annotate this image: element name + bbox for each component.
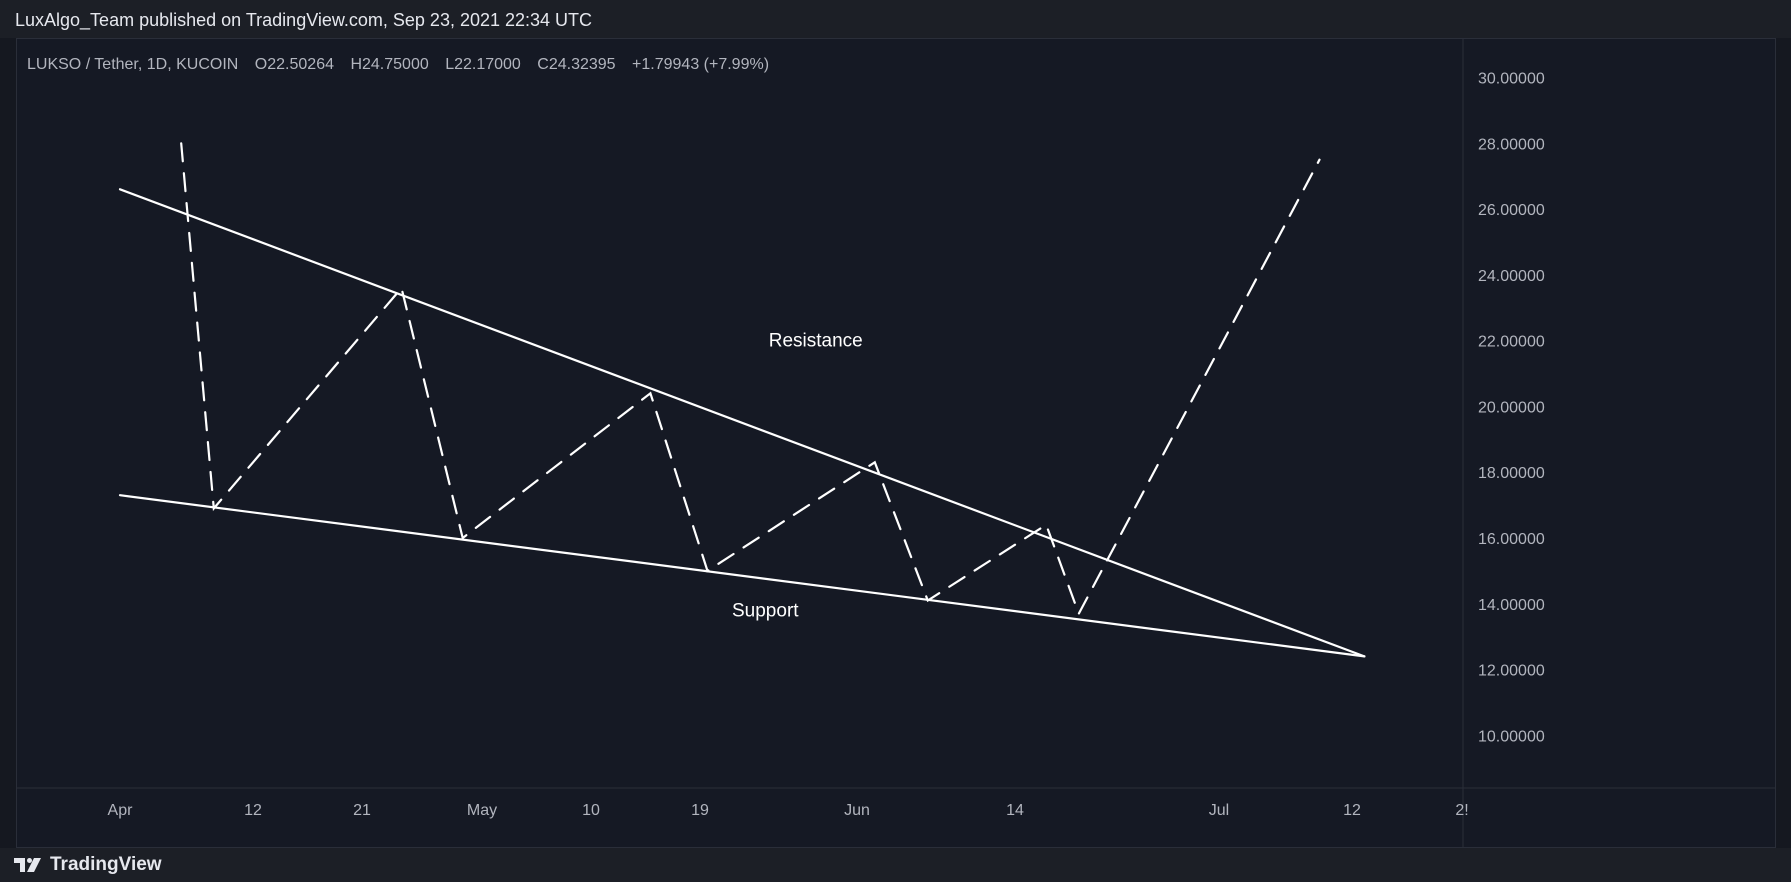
symbol-legend: LUKSO / Tether, 1D, KUCOIN O22.50264 H24… [27,56,769,73]
legend-low-value: 22.17000 [454,56,521,73]
annotation-support: Support [732,600,799,621]
projected-price-path[interactable] [180,142,1321,617]
x-tick-label: 19 [691,802,709,819]
y-tick-label: 26.00000 [1478,202,1545,219]
legend-title: LUKSO / Tether, 1D, KUCOIN [27,56,238,73]
annotation-resistance: Resistance [769,331,863,352]
support-trendline[interactable] [118,494,1366,658]
y-tick-label: 10.00000 [1478,728,1545,745]
legend-open-label: O [255,56,267,73]
legend-change: +1.79943 (+7.99%) [632,56,769,73]
y-tick-label: 18.00000 [1478,465,1545,482]
x-tick-label: 21 [353,802,371,819]
legend-high-value: 24.75000 [362,56,429,73]
x-tick-label: 2! [1455,802,1468,819]
header-bar: LuxAlgo_Team published on TradingView.co… [0,0,1791,38]
y-tick-label: 28.00000 [1478,136,1545,153]
x-tick-label: 12 [1343,802,1361,819]
x-tick-label: 10 [582,802,600,819]
x-axis[interactable]: Apr 12 21 May 10 19 Jun 14 Jul 12 2! [108,802,1469,819]
y-axis[interactable]: 30.00000 28.00000 26.00000 24.00000 22.00000… [1478,70,1545,745]
legend-close-label: C [537,56,549,73]
y-tick-label: 22.00000 [1478,334,1545,351]
series-layer [118,142,1366,658]
x-tick-label: May [467,802,497,819]
x-tick-label: 12 [244,802,262,819]
y-tick-label: 24.00000 [1478,268,1545,285]
legend-high-label: H [350,56,362,73]
y-tick-label: 12.00000 [1478,663,1545,680]
x-tick-label: 14 [1006,802,1024,819]
legend-close-value: 24.32395 [549,56,616,73]
legend-open-value: 22.50264 [267,56,334,73]
x-tick-label: Jun [844,802,870,819]
tradingview-logo[interactable]: TradingView [14,854,162,876]
footer-bar: TradingView [0,848,1791,882]
y-tick-label: 20.00000 [1478,399,1545,416]
resistance-trendline[interactable] [118,188,1366,658]
y-tick-label: 14.00000 [1478,597,1545,614]
annotation-layer: Resistance Support [732,331,863,622]
y-tick-label: 30.00000 [1478,70,1545,87]
legend-low-label: L [445,56,454,73]
x-tick-label: Jul [1209,802,1229,819]
y-tick-label: 16.00000 [1478,531,1545,548]
publisher-line: LuxAlgo_Team published on TradingView.co… [15,10,593,30]
chart-frame[interactable] [16,38,1776,848]
x-tick-label: Apr [108,802,134,819]
chart-svg[interactable]: LUKSO / Tether, 1D, KUCOIN O22.50264 H24… [0,0,1791,848]
tradingview-logo-icon [14,858,41,872]
brand-name: TradingView [50,854,162,875]
